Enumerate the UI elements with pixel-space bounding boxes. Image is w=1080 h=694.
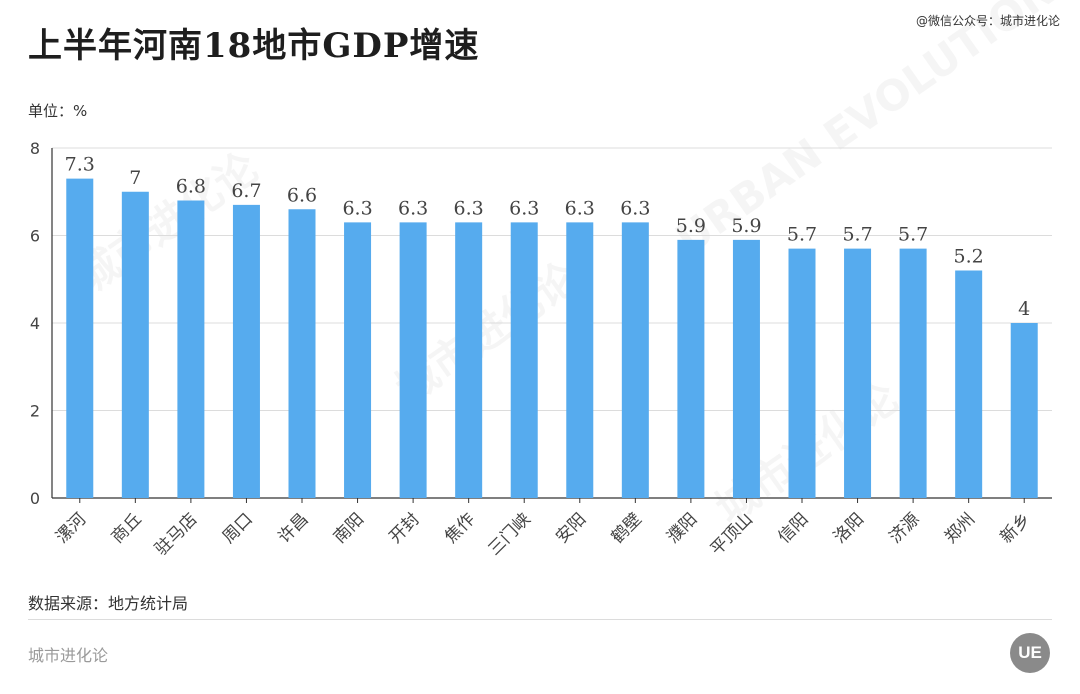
data-source: 数据来源：地方统计局 [28,594,189,613]
x-tick-label: 许昌 [274,509,312,547]
data-label: 7.3 [65,154,95,176]
x-tick-label: 新乡 [997,509,1035,547]
data-label: 4 [1018,298,1030,320]
data-label: 5.2 [954,246,984,268]
data-label: 6.3 [509,197,539,219]
bar [955,270,983,498]
y-tick-label: 4 [30,314,40,333]
x-tick-label: 濮阳 [663,509,701,547]
bar [732,239,760,498]
bar [844,248,872,498]
bar [66,178,94,498]
data-label: 5.7 [898,224,928,246]
footer-brand: 城市进化论 [28,646,109,665]
bar [677,239,705,498]
x-tick-label: 南阳 [330,509,368,547]
bar [288,209,316,498]
x-tick-label: 漯河 [52,509,90,547]
bar-chart: 0 2 4 6 8 7.3 漯河 7 商丘 6.8 驻马店 6.7 周口 6.6 许昌 6.3 南阳 6.3 开封 6… [30,139,1052,560]
x-tick-label: 焦作 [441,509,479,547]
data-label: 6.3 [454,197,484,219]
x-tick-label: 商丘 [108,509,146,547]
data-label: 6.8 [176,176,206,198]
x-tick-label: 开封 [385,509,423,547]
bar [899,248,927,498]
data-label: 6.6 [287,184,317,206]
grid-layer [51,147,1052,503]
bar [621,222,649,498]
data-label: 6.3 [565,197,595,219]
bar [455,222,483,498]
bar [788,248,816,498]
y-tick-label: 6 [30,227,40,246]
data-label: 6.3 [620,197,650,219]
data-label: 5.7 [842,224,872,246]
y-tick-label: 8 [30,139,40,158]
x-tick-label: 鹤壁 [608,509,646,547]
y-tick-label: 0 [30,489,40,508]
bar [566,222,594,498]
bars-layer [66,178,1038,498]
data-label: 5.7 [787,224,817,246]
bar [344,222,372,498]
footer-divider [28,619,1052,620]
bar [399,222,427,498]
x-tick-label: 三门峡 [485,509,535,559]
data-label: 6.7 [231,180,261,202]
x-tick-label: 济源 [885,509,923,547]
bar [177,200,205,498]
x-tick-label: 周口 [219,509,257,547]
bar [121,191,149,498]
x-tick-label: 驻马店 [151,509,201,559]
y-tick-label: 2 [30,402,40,421]
x-tick-label: 平顶山 [707,509,757,559]
x-tick-label: 郑州 [941,509,979,547]
data-label: 7 [129,167,141,189]
chart-title: 上半年河南18地市GDP增速 [28,26,480,66]
data-label: 5.9 [676,215,706,237]
unit-label: 单位：% [28,102,88,120]
wechat-credit: @微信公众号：城市进化论 [915,14,1060,28]
x-tick-label: 信阳 [774,509,812,547]
ue-logo-icon: UE [1010,633,1050,673]
bar [232,204,260,498]
data-label: 6.3 [342,197,372,219]
bar [1010,323,1038,498]
x-tick-label: 洛阳 [830,509,868,547]
x-tick-label: 安阳 [552,509,590,547]
data-label: 6.3 [398,197,428,219]
bar [510,222,538,498]
data-label: 5.9 [731,215,761,237]
